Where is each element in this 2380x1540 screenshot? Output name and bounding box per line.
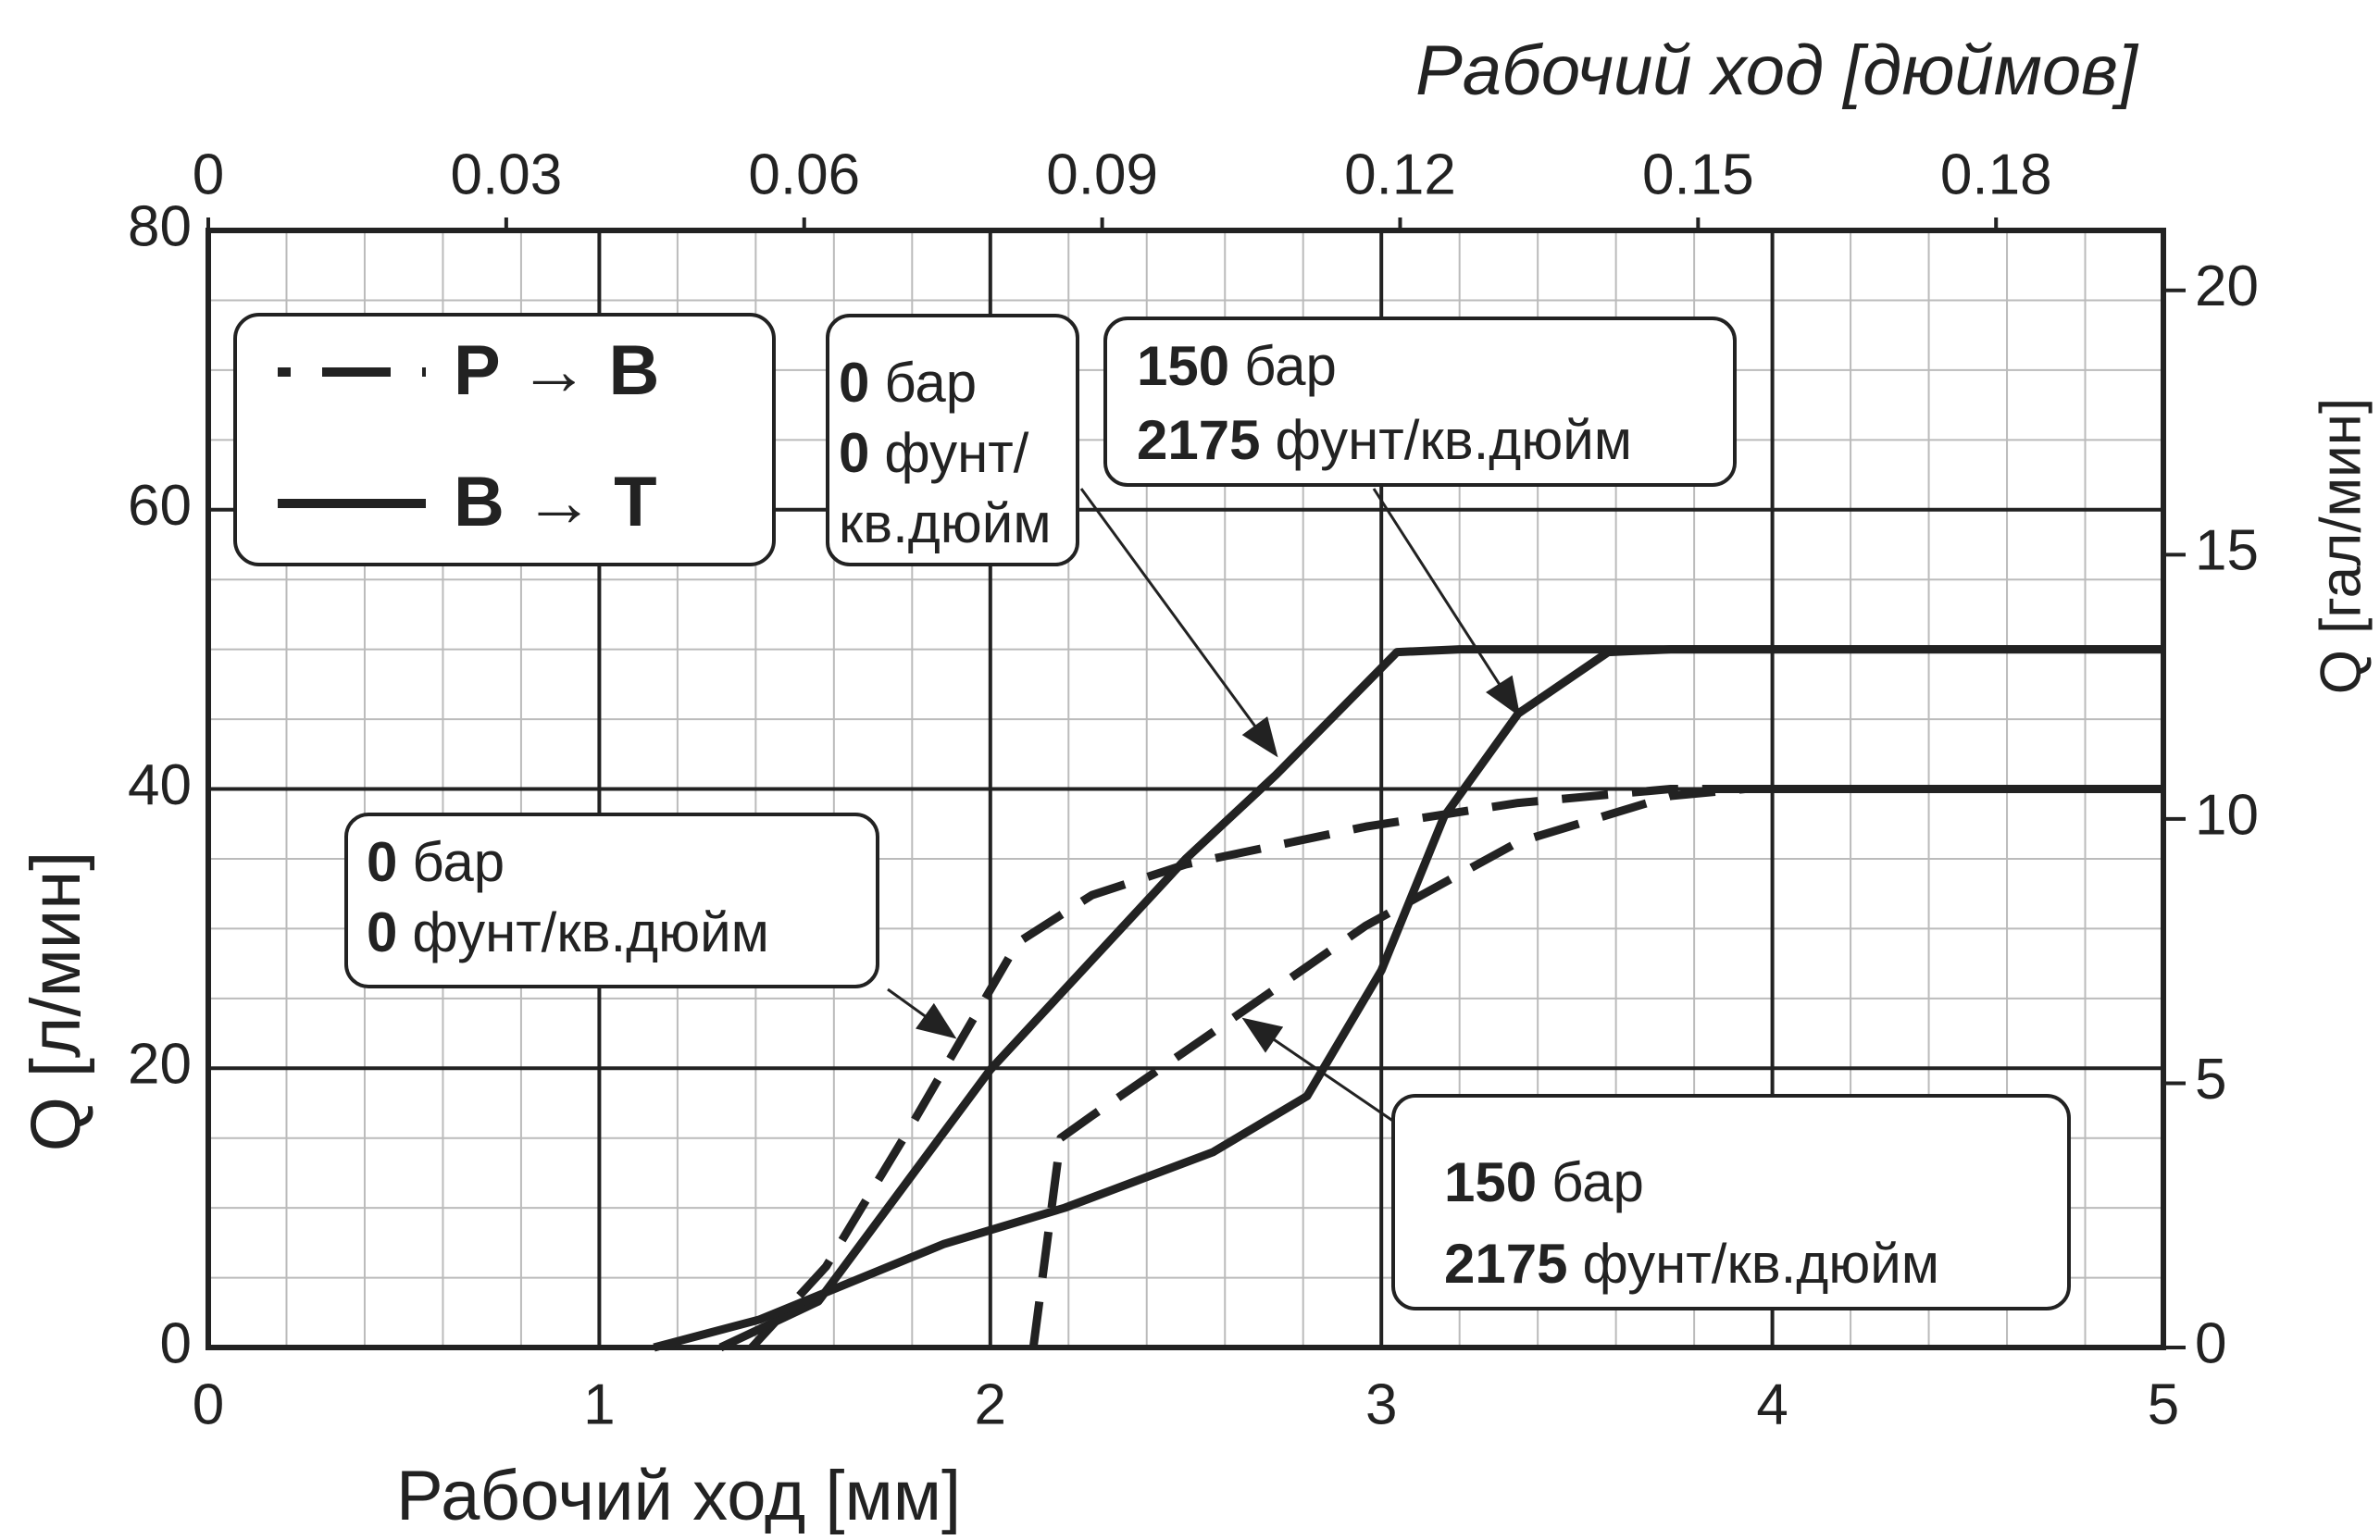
annotation-box xyxy=(826,314,1079,566)
annotation-text: 0 бар xyxy=(839,352,977,414)
y2-tick-label: 0 xyxy=(2195,1311,2226,1375)
x2-tick-label: 0.12 xyxy=(1344,143,1456,206)
annotation-value: 0 xyxy=(367,831,397,893)
annotation-unit: бар xyxy=(1244,335,1337,397)
x-tick-label: 3 xyxy=(1365,1372,1397,1436)
legend-label: P → B xyxy=(454,331,659,410)
x2-tick-label: 0.06 xyxy=(748,143,860,206)
annotation-unit: бар xyxy=(884,352,977,414)
annotation-box xyxy=(344,813,879,988)
annotation: 150 бар 2175 фунт/кв.дюйм xyxy=(1103,317,1737,717)
y2-tick-label: 20 xyxy=(2195,255,2259,318)
annotation-arrow xyxy=(1241,1017,1398,1125)
x-tick-label: 2 xyxy=(975,1372,1006,1436)
annotation-value: 150 xyxy=(1137,335,1229,397)
annotation: 150 бар 2175 фунт/кв.дюйм xyxy=(1241,1017,2071,1310)
annotation-text: 2175 фунт/кв.дюйм xyxy=(1137,409,1632,471)
y-tick-label: 40 xyxy=(128,753,192,817)
annotation-text: 0 фунт/ xyxy=(839,422,1029,484)
x-axis-title: Рабочий ход [мм] xyxy=(396,1457,961,1535)
annotation-unit: бар xyxy=(412,831,505,893)
y-axis-title: Q [л/мин] xyxy=(17,851,95,1152)
annotation-box xyxy=(1103,317,1737,487)
annotation-unit: фунт/кв.дюйм xyxy=(1275,409,1632,471)
y-tick-label: 60 xyxy=(128,474,192,538)
x2-axis-title: Рабочий ход [дюймов] xyxy=(1415,31,2139,110)
annotation-text: 0 фунт/кв.дюйм xyxy=(367,901,769,963)
annotation-box xyxy=(1391,1094,2071,1310)
x-tick-label: 4 xyxy=(1756,1372,1788,1436)
annotation-text: 150 бар xyxy=(1444,1151,1644,1213)
annotation-text: кв.дюйм xyxy=(839,492,1052,554)
annotation-unit: фунт/кв.дюйм xyxy=(412,901,769,963)
x2-tick-label: 0.03 xyxy=(451,143,563,206)
annotation-value: 2175 xyxy=(1137,409,1260,471)
annotation-arrow xyxy=(887,987,957,1039)
x-tick-label: 0 xyxy=(193,1372,224,1436)
annotation-unit: фунт/ xyxy=(884,422,1028,484)
y2-tick-label: 5 xyxy=(2195,1048,2226,1112)
annotation-value: 0 xyxy=(839,422,869,484)
x2-tick-label: 0 xyxy=(193,143,224,206)
x2-tick-label: 0.15 xyxy=(1642,143,1754,206)
x2-tick-label: 0.09 xyxy=(1046,143,1158,206)
series-line xyxy=(748,785,2163,1351)
annotation-arrow xyxy=(1079,488,1278,758)
legend-label: B → T xyxy=(454,463,657,541)
y2-tick-label: 10 xyxy=(2195,783,2259,847)
series-line xyxy=(1028,785,2163,1348)
annotation-value: 2175 xyxy=(1444,1233,1567,1295)
annotation-unit: кв.дюйм xyxy=(839,492,1052,554)
x2-tick-label: 0.18 xyxy=(1940,143,2052,206)
annotation-value: 0 xyxy=(367,901,397,963)
series-line xyxy=(718,645,2163,1352)
series-line xyxy=(653,645,2163,1352)
y2-tick-label: 15 xyxy=(2195,519,2259,583)
y-tick-label: 20 xyxy=(128,1033,192,1097)
y-tick-label: 80 xyxy=(128,194,192,258)
annotation-unit: фунт/кв.дюйм xyxy=(1582,1233,1939,1295)
x-tick-label: 1 xyxy=(583,1372,615,1436)
annotation-arrow xyxy=(1372,488,1521,717)
x-tick-label: 5 xyxy=(2148,1372,2179,1436)
annotation-text: 2175 фунт/кв.дюйм xyxy=(1444,1233,1939,1295)
annotation-text: 0 бар xyxy=(367,831,505,893)
legend: P → B B → T xyxy=(233,313,776,566)
y2-axis-title: Q [гал/мин] xyxy=(2309,398,2373,695)
annotation-value: 150 xyxy=(1444,1151,1537,1213)
y-tick-label: 0 xyxy=(160,1311,192,1375)
annotation-text: 150 бар xyxy=(1137,335,1337,397)
annotation-value: 0 xyxy=(839,352,869,414)
annotation-unit: бар xyxy=(1551,1151,1644,1213)
